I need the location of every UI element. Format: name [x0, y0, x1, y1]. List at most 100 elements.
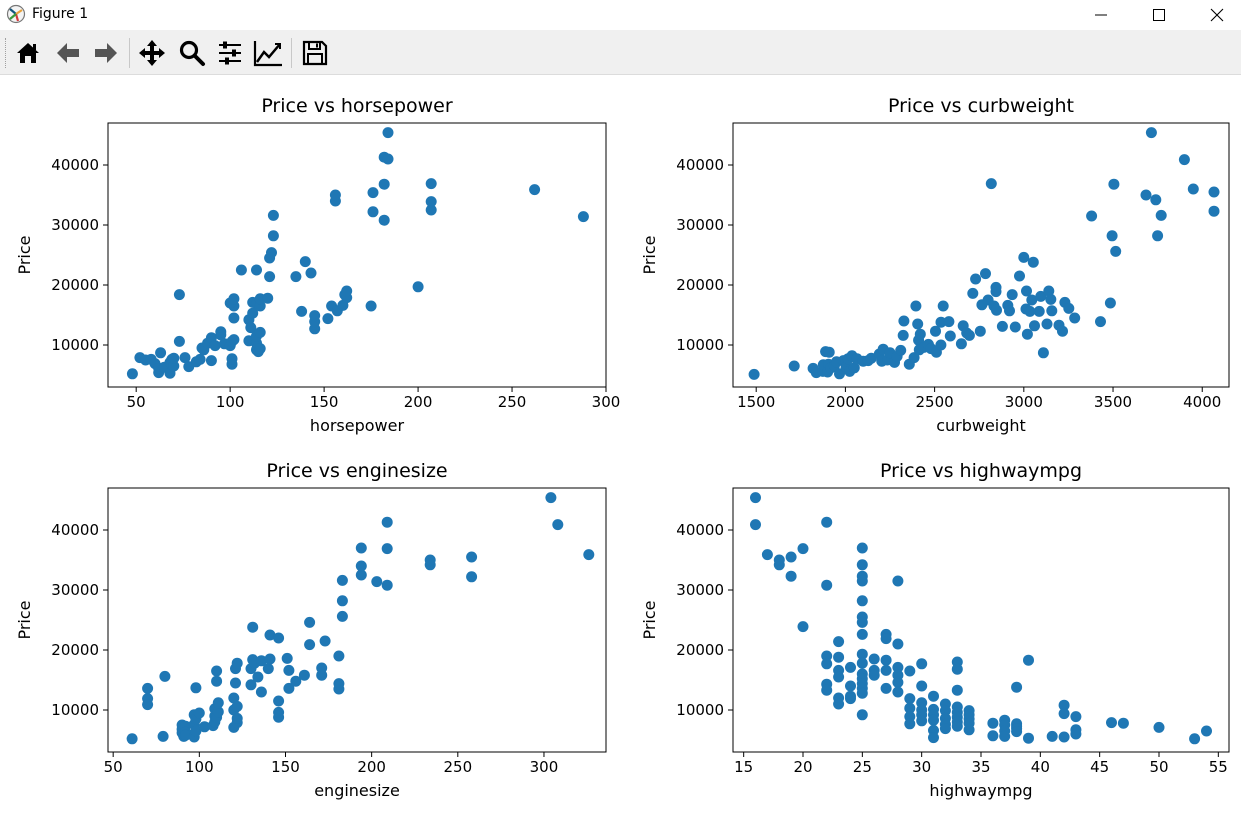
scatter-point: [928, 732, 939, 744]
x-tick-label: 3000: [1005, 393, 1043, 411]
x-tick-label: 250: [498, 393, 527, 411]
scatter-point: [1029, 320, 1040, 332]
y-tick-label: 30000: [676, 216, 724, 234]
scatter-point: [916, 680, 928, 692]
y-tick-label: 40000: [51, 156, 99, 174]
x-tick-label: 100: [185, 758, 214, 776]
scatter-point: [748, 368, 760, 380]
x-axis-label: curbweight: [936, 416, 1026, 435]
scatter-point: [1057, 325, 1068, 337]
scatter-point: [155, 347, 167, 359]
scatter-point: [142, 682, 154, 694]
x-tick-label: 150: [310, 393, 339, 411]
scatter-point: [194, 353, 206, 365]
scatter-point: [529, 184, 541, 196]
home-button[interactable]: [12, 37, 44, 69]
x-tick-label: 20: [793, 758, 812, 776]
scatter-point: [955, 338, 967, 350]
scatter-point: [1011, 726, 1023, 738]
minimize-button[interactable]: [1072, 0, 1130, 30]
scatter-point: [1046, 730, 1058, 742]
home-icon: [17, 43, 39, 63]
scatter-point: [856, 542, 868, 554]
scatter-point: [797, 621, 809, 633]
scatter-point: [466, 571, 478, 583]
close-button[interactable]: [1188, 0, 1241, 30]
scatter-point: [1023, 732, 1034, 744]
scatter-point: [296, 305, 308, 317]
window-titlebar: Figure 1: [0, 0, 1241, 30]
scatter-point: [228, 692, 240, 704]
y-tick-label: 10000: [676, 336, 724, 354]
scatter-point: [316, 662, 328, 674]
y-tick-label: 10000: [676, 701, 724, 719]
scatter-point: [951, 684, 963, 696]
x-axis-label: horsepower: [310, 416, 405, 435]
scatter-point: [1208, 186, 1220, 198]
scatter-point: [367, 206, 379, 218]
x-axis-label: enginesize: [314, 781, 400, 800]
scatter-point: [365, 300, 377, 312]
floppy-disk-icon: [302, 40, 328, 66]
scatter-point: [231, 700, 243, 712]
scatter-point: [273, 695, 285, 707]
scatter-point: [880, 664, 892, 676]
x-tick-label: 35: [971, 758, 990, 776]
x-tick-label: 2000: [826, 393, 864, 411]
scatter-point: [245, 322, 257, 334]
scatter-point: [904, 702, 916, 714]
scatter-point: [904, 718, 916, 730]
save-button[interactable]: [299, 37, 331, 69]
scatter-point: [1021, 285, 1032, 297]
scatter-point: [245, 679, 257, 691]
scatter-point: [228, 334, 240, 346]
scatter-point: [990, 281, 1002, 293]
scatter-point: [1106, 717, 1117, 729]
x-tick-label: 50: [1149, 758, 1168, 776]
scatter-point: [254, 326, 266, 338]
scatter-point: [856, 616, 868, 628]
minimize-icon: [1095, 14, 1107, 16]
scatter-point: [797, 543, 809, 555]
sliders-icon: [219, 41, 241, 65]
y-tick-label: 20000: [676, 276, 724, 294]
scatter-points: [748, 127, 1220, 380]
scatter-point: [425, 196, 437, 208]
x-tick-label: 3500: [1094, 393, 1132, 411]
scatter-point: [880, 633, 892, 645]
y-tick-label: 30000: [51, 581, 99, 599]
toolbar-separator: [129, 38, 130, 68]
scatter-point: [1004, 305, 1015, 317]
pan-button[interactable]: [136, 37, 168, 69]
scatter-point: [1045, 293, 1057, 305]
matplotlib-app-icon: [6, 4, 26, 24]
scatter-point: [355, 560, 367, 572]
configure-subplots-button[interactable]: [214, 37, 246, 69]
scatter-point: [264, 653, 276, 665]
y-tick-label: 10000: [51, 336, 99, 354]
scatter-point: [231, 712, 243, 724]
scatter-point: [856, 687, 868, 699]
scatter-point: [336, 574, 348, 586]
x-tick-label: 55: [1209, 758, 1228, 776]
scatter-point: [910, 300, 922, 312]
scatter-point: [264, 271, 276, 283]
scatter-point: [381, 543, 393, 555]
scatter-point: [974, 325, 986, 337]
back-button[interactable]: [52, 37, 84, 69]
edit-axis-button[interactable]: [252, 37, 284, 69]
zoom-button[interactable]: [176, 37, 208, 69]
scatter-point: [231, 657, 243, 669]
scatter-point: [226, 353, 238, 365]
scatter-point: [1033, 305, 1045, 317]
window-title: Figure 1: [32, 6, 89, 22]
scatter-point: [142, 699, 154, 711]
scatter-point: [898, 315, 910, 327]
scatter-point: [159, 670, 171, 682]
line-chart-icon: [253, 41, 282, 67]
scatter-point: [367, 187, 379, 199]
y-tick-label: 40000: [676, 156, 724, 174]
scatter-point: [937, 300, 949, 312]
forward-button[interactable]: [90, 37, 122, 69]
maximize-button[interactable]: [1130, 0, 1188, 30]
